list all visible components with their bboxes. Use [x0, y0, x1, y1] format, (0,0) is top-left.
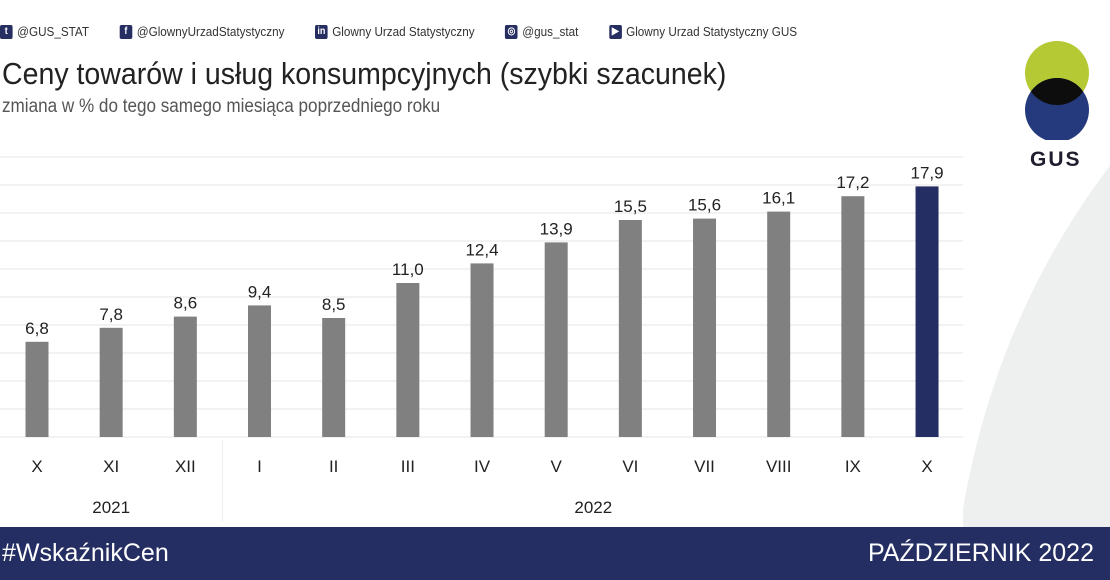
category-label: X	[31, 457, 42, 476]
bar	[173, 316, 197, 437]
axis-panel	[0, 437, 963, 527]
category-label: III	[401, 457, 415, 476]
category-label: VII	[694, 457, 715, 476]
twitter-icon: t	[0, 24, 13, 39]
social-link[interactable]: t @GUS_STAT	[0, 24, 89, 39]
bar-chart: 2021 2022 6,8 X 7,8 XI 8,6 XII 9,4 I 8,5 II 11,0 III 1…	[0, 156, 963, 527]
category-label: IX	[845, 457, 861, 476]
bar	[25, 341, 49, 437]
bar	[322, 318, 346, 437]
data-label: 15,5	[614, 197, 647, 216]
hashtag: #WskaźnikCen	[2, 539, 169, 567]
social-bar: t @GUS_STAT f @GlownyUrzadStatystyczny in Glo…	[0, 24, 828, 39]
bar	[618, 220, 642, 437]
social-label: @gus_stat	[522, 24, 579, 39]
chart-title: Ceny towarów i usług konsumpcyjnych (szy…	[2, 56, 727, 91]
logo-text: GUS	[1030, 148, 1082, 171]
data-label: 15,6	[688, 196, 721, 215]
data-label: 12,4	[465, 240, 498, 259]
youtube-icon: ▶	[609, 24, 622, 39]
facebook-icon: f	[119, 24, 133, 39]
data-label: 11,0	[392, 260, 424, 279]
year-label: 2022	[574, 498, 612, 517]
bar	[396, 283, 420, 437]
social-link[interactable]: in Glowny Urzad Statystyczny	[315, 24, 475, 39]
bar	[470, 263, 494, 437]
chart-subtitle: zmiana w % do tego samego miesiąca poprz…	[2, 96, 441, 117]
data-label: 8,6	[174, 294, 198, 313]
category-label: XI	[103, 457, 119, 476]
instagram-icon: ◎	[505, 24, 518, 39]
bar	[248, 305, 272, 437]
data-label: 16,1	[762, 189, 795, 208]
year-label: 2021	[92, 498, 130, 517]
social-label: Glowny Urzad Statystyczny	[332, 24, 475, 39]
category-label: VIII	[766, 457, 792, 476]
data-label: 17,2	[836, 173, 869, 192]
data-label: 7,8	[99, 305, 123, 324]
data-label: 13,9	[540, 219, 573, 238]
data-label: 6,8	[25, 319, 49, 338]
bar	[693, 218, 717, 437]
bar	[841, 196, 865, 437]
category-label: I	[257, 457, 262, 476]
social-link[interactable]: ▶ Glowny Urzad Statystyczny GUS	[609, 24, 797, 39]
category-label: X	[921, 457, 932, 476]
bar	[915, 186, 939, 437]
category-label: II	[329, 457, 338, 476]
category-label: IV	[474, 457, 491, 476]
data-label: 9,4	[248, 282, 272, 301]
bar	[767, 211, 791, 437]
social-link[interactable]: f @GlownyUrzadStatystyczny	[119, 24, 285, 39]
bar	[99, 327, 123, 437]
footer: #WskaźnikCen PAŹDZIERNIK 2022	[0, 527, 1110, 580]
gus-logo-icon	[1025, 41, 1089, 140]
data-label: 17,9	[910, 163, 943, 182]
linkedin-icon: in	[315, 24, 328, 39]
social-label: @GUS_STAT	[17, 24, 90, 39]
date-label: PAŹDZIERNIK 2022	[867, 539, 1094, 567]
category-label: VI	[622, 457, 638, 476]
category-label: XII	[175, 457, 196, 476]
social-label: @GlownyUrzadStatystyczny	[136, 24, 285, 39]
social-link[interactable]: ◎ @gus_stat	[505, 24, 578, 39]
category-label: V	[551, 457, 563, 476]
bar	[544, 242, 568, 437]
data-label: 8,5	[322, 295, 346, 314]
social-label: Glowny Urzad Statystyczny GUS	[626, 24, 798, 39]
